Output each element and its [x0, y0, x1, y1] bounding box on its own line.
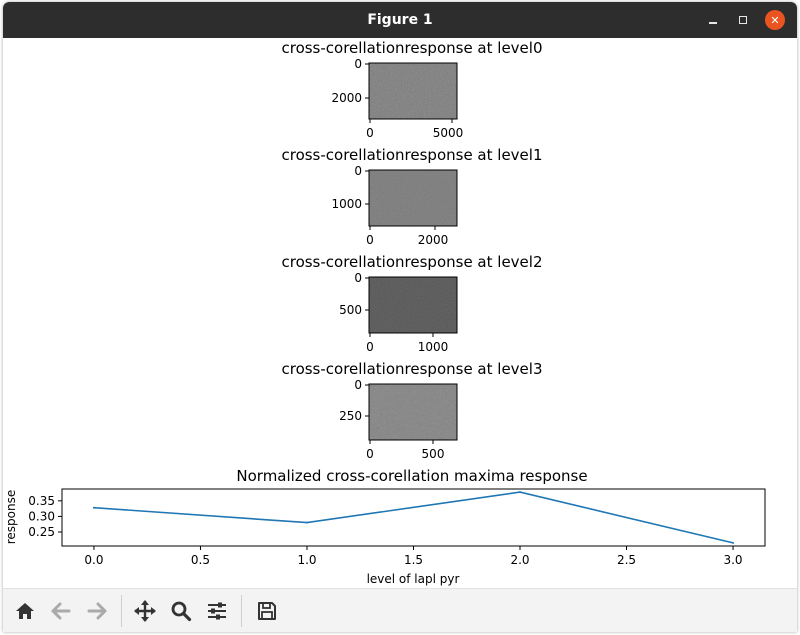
y-tick-label: 250: [339, 409, 362, 423]
x-tick-label: 2.0: [510, 553, 529, 567]
x-tick-label: 0.5: [191, 553, 210, 567]
subplot-title: cross-corellationresponse at level3: [281, 360, 542, 378]
data-point: [519, 491, 522, 494]
data-point: [305, 521, 308, 524]
line-chart-frame: [61, 488, 766, 547]
save-icon: [258, 602, 276, 620]
subplot-title: cross-corellationresponse at level1: [281, 146, 542, 164]
zoom-button[interactable]: [167, 597, 195, 625]
y-tick-label: 0: [354, 271, 362, 285]
line-chart-title: Normalized cross-corellation maxima resp…: [236, 467, 587, 485]
window-title: Figure 1: [367, 12, 433, 28]
y-tick-label: 500: [339, 303, 362, 317]
heatmap-texture: [369, 63, 457, 119]
pan-button[interactable]: [131, 597, 159, 625]
x-tick-label: 0: [366, 233, 374, 247]
x-tick-label: 0.0: [84, 553, 103, 567]
home-icon: [16, 603, 34, 619]
figure-window: Figure 1 ✕ cross-: [3, 2, 797, 632]
forward-button[interactable]: [83, 597, 111, 625]
x-tick-label: 1000: [418, 340, 449, 354]
x-tick-label: 5000: [433, 126, 464, 140]
close-button[interactable]: ✕: [765, 10, 785, 30]
data-point: [92, 506, 95, 509]
subplot-title: cross-corellationresponse at level2: [281, 253, 542, 271]
subplot-level1: cross-corellationresponse at level1 0 10…: [281, 146, 542, 247]
x-tick-label: 500: [422, 447, 445, 461]
subplot-level3: cross-corellationresponse at level3 0 25…: [281, 360, 542, 461]
subplot-title: cross-corellationresponse at level0: [281, 39, 542, 57]
data-point: [732, 541, 735, 544]
subplot-maxima-response: Normalized cross-corellation maxima resp…: [4, 467, 766, 586]
axes-frame: [368, 383, 458, 441]
toolbar-separator: [241, 595, 242, 627]
y-tick-label: 1000: [331, 197, 362, 211]
y-tick-label: 0.35: [28, 494, 55, 508]
title-bar[interactable]: Figure 1 ✕: [3, 2, 797, 38]
heatmap-texture: [369, 277, 457, 333]
heatmap-texture: [369, 170, 457, 226]
response-series-line: [93, 491, 734, 544]
x-axis-label: level of lapl pyr: [367, 572, 460, 586]
y-tick-label: 2000: [331, 91, 362, 105]
axes-frame: [368, 276, 458, 334]
x-tick-label: 0: [366, 126, 374, 140]
y-tick-label: 0: [354, 57, 362, 71]
maximize-button[interactable]: [733, 10, 753, 30]
toolbar-separator: [121, 595, 122, 627]
y-tick-label: 0.25: [28, 525, 55, 539]
heatmap-texture: [369, 384, 457, 440]
save-button[interactable]: [253, 597, 281, 625]
zoom-icon: [171, 601, 192, 622]
close-icon: ✕: [770, 13, 780, 27]
x-tick-label: 1.5: [404, 553, 423, 567]
x-tick-label: 2.5: [617, 553, 636, 567]
navigation-toolbar: [3, 588, 797, 632]
minimize-button[interactable]: [703, 10, 723, 30]
axes-frame: [368, 169, 458, 227]
y-tick-label: 0: [354, 378, 362, 392]
subplot-level2: cross-corellationresponse at level2 0 50…: [281, 253, 542, 354]
figure-canvas[interactable]: cross-corellationresponse at level0 0 20…: [3, 38, 797, 588]
x-tick-label: 0: [366, 340, 374, 354]
configure-subplots-icon: [208, 602, 226, 620]
back-button[interactable]: [47, 597, 75, 625]
x-tick-label: 0: [366, 447, 374, 461]
y-tick-label: 0.30: [28, 509, 55, 523]
axes-frame: [368, 62, 458, 120]
y-axis-label: response: [4, 490, 18, 545]
back-arrow-icon: [51, 602, 71, 620]
x-tick-label: 1.0: [297, 553, 316, 567]
x-tick-label: 2000: [418, 233, 449, 247]
x-tick-label: 3.0: [723, 553, 742, 567]
maximize-icon: [739, 16, 747, 24]
forward-arrow-icon: [87, 602, 107, 620]
configure-subplots-button[interactable]: [203, 597, 231, 625]
subplot-level0: cross-corellationresponse at level0 0 20…: [281, 39, 542, 140]
y-tick-label: 0: [354, 164, 362, 178]
pan-icon: [134, 600, 156, 622]
minimize-icon: [709, 22, 717, 24]
home-button[interactable]: [11, 597, 39, 625]
figure-svg: cross-corellationresponse at level0 0 20…: [4, 39, 766, 586]
